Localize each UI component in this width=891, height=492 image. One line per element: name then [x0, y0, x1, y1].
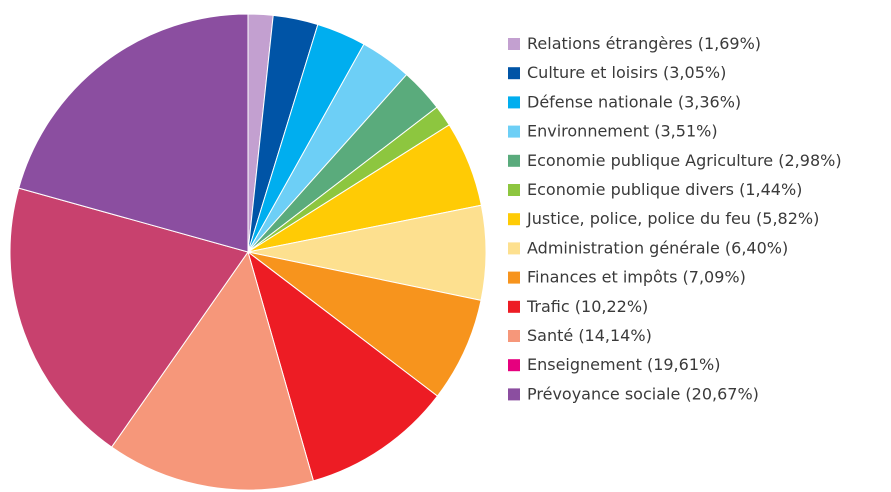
legend-category: Trafic: [526, 296, 570, 315]
legend-label: Trafic (10,22%): [526, 296, 648, 315]
legend-value: (7,09%): [683, 267, 746, 286]
legend-value: (10,22%): [575, 296, 649, 315]
pie-slice: [9, 187, 249, 448]
legend-category: Finances et impôts: [527, 267, 677, 286]
legend-category: Enseignement: [527, 355, 642, 374]
legend-label: Défense nationale (3,36%): [527, 92, 741, 111]
legend-label: Finances et impôts (7,09%): [527, 267, 746, 286]
legend-swatch: [508, 388, 520, 401]
legend-swatch: [508, 67, 520, 80]
legend-value: (3,51%): [654, 121, 717, 140]
legend-value: (3,05%): [663, 63, 726, 82]
legend-swatch: [508, 300, 520, 313]
legend-category: Justice, police, police du feu: [526, 209, 751, 228]
legend-category: Administration générale: [527, 238, 720, 257]
legend-swatch: [508, 184, 520, 196]
legend-label: Enseignement (19,61%): [527, 355, 720, 374]
legend-category: Défense nationale: [527, 92, 673, 111]
legend-swatch: [508, 125, 520, 138]
legend-swatch: [508, 271, 520, 284]
pie-slice: [18, 13, 249, 253]
legend-swatch: [508, 242, 520, 255]
legend-value: (3,36%): [678, 92, 741, 111]
legend-category: Culture et loisirs: [527, 63, 658, 82]
legend-label: Culture et loisirs (3,05%): [527, 63, 726, 82]
legend-category: Relations étrangères: [527, 34, 693, 53]
legend-value: (5,82%): [756, 209, 819, 228]
legend-category: Environnement: [527, 121, 649, 140]
legend-value: (1,44%): [739, 180, 802, 199]
legend-value: (19,61%): [647, 355, 721, 374]
legend-label: Economie publique Agriculture (2,98%): [527, 150, 842, 169]
legend-swatch: [508, 38, 520, 50]
legend-label: Relations étrangères (1,69%): [527, 34, 761, 53]
legend-value: (2,98%): [778, 150, 841, 169]
pie-slice: [247, 250, 439, 482]
legend-category: Economie publique Agriculture: [527, 150, 773, 169]
legend-category: Economie publique divers: [527, 180, 734, 199]
legend-swatch: [508, 213, 520, 226]
legend-value: (20,67%): [685, 384, 759, 403]
legend-value: (1,69%): [698, 34, 761, 53]
legend-label: Santé (14,14%): [527, 326, 652, 345]
legend-swatch: [508, 154, 520, 167]
legend-category: Prévoyance sociale: [527, 384, 680, 403]
legend-swatch: [508, 359, 520, 372]
legend-category: Santé: [527, 326, 573, 345]
legend-label: Environnement (3,51%): [527, 121, 718, 140]
legend-swatch: [508, 330, 520, 342]
legend-value: (6,40%): [725, 238, 788, 257]
legend-swatch: [508, 96, 520, 109]
pie-slice: [110, 250, 315, 491]
legend-label: Justice, police, police du feu (5,82%): [526, 209, 819, 228]
legend-label: Administration générale (6,40%): [527, 238, 788, 257]
pie-slice: [247, 251, 482, 397]
legend-value: (14,14%): [578, 326, 652, 345]
legend-label: Prévoyance sociale (20,67%): [527, 384, 759, 403]
legend-label: Economie publique divers (1,44%): [527, 180, 802, 199]
